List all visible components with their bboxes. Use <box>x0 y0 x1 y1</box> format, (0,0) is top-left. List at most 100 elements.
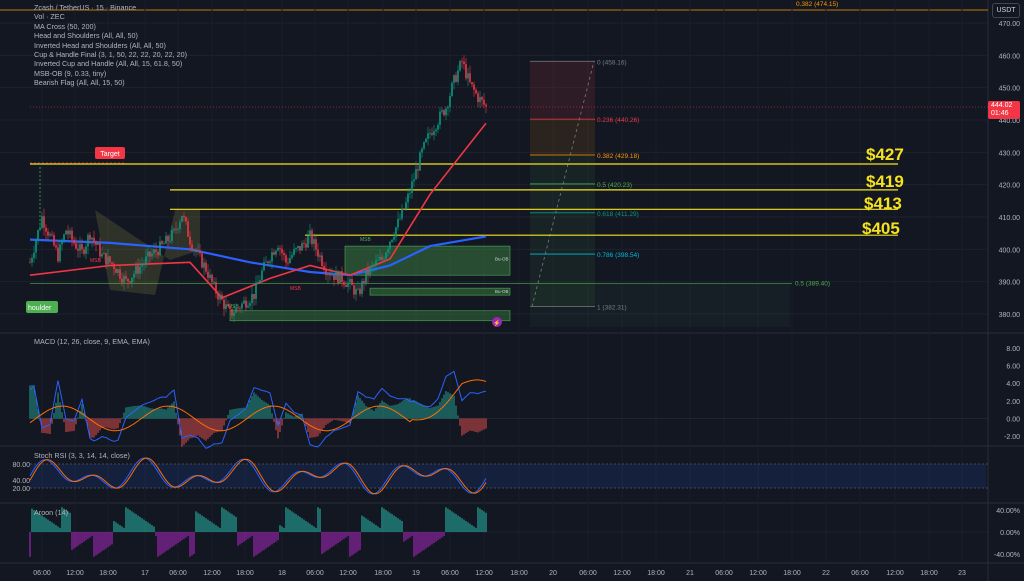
aroon-axis-tick: 0.00% <box>1000 530 1020 537</box>
aroon-bar <box>473 526 475 532</box>
aroon-bar <box>97 532 99 554</box>
macd-histogram-bar <box>33 385 35 419</box>
currency-button[interactable]: USDT <box>992 3 1020 18</box>
aroon-bar <box>147 522 149 532</box>
macd-histogram-bar <box>321 418 323 431</box>
candle-body <box>415 169 417 180</box>
candle-body <box>371 265 373 267</box>
macd-histogram-bar <box>451 394 453 419</box>
aroon-bar <box>471 525 473 532</box>
candle-body <box>113 264 115 269</box>
candle-body <box>205 262 207 272</box>
aroon-bar <box>41 515 43 532</box>
macd-histogram-bar <box>423 405 425 419</box>
aroon-bar <box>371 522 373 532</box>
candle-body <box>359 288 361 294</box>
macd-axis-tick: -2.00 <box>1004 434 1020 441</box>
macd-histogram-bar <box>403 399 405 419</box>
aroon-bar <box>431 532 433 545</box>
candle-body <box>469 73 471 83</box>
aroon-bar <box>299 516 301 532</box>
aroon-bar <box>115 522 117 532</box>
candle-body <box>97 243 99 245</box>
msb-label: MSB <box>90 258 102 264</box>
candle-body <box>271 252 273 262</box>
aroon-bar <box>149 523 151 532</box>
macd-histogram-bar <box>89 418 91 438</box>
candle-body <box>395 227 397 237</box>
aroon-bar <box>257 532 259 554</box>
macd-histogram-bar <box>463 418 465 435</box>
candle-body <box>185 217 187 222</box>
aroon-bar <box>453 512 455 532</box>
candle-body <box>173 228 175 231</box>
aroon-bar <box>225 510 227 532</box>
candle-body <box>251 294 253 304</box>
candle-body <box>339 271 341 284</box>
candle-body <box>193 249 195 251</box>
aroon-bar <box>29 532 31 557</box>
aroon-bar <box>203 516 205 532</box>
candle-body <box>137 265 139 274</box>
candle-body <box>307 236 309 248</box>
macd-histogram-bar <box>429 408 431 419</box>
aroon-bar <box>435 532 437 542</box>
aroon-bar <box>271 532 273 545</box>
aroon-bar <box>151 525 153 532</box>
candle-body <box>59 244 61 262</box>
time-axis-tick: 06:00 <box>169 570 187 577</box>
aroon-bar <box>183 532 185 539</box>
aroon-bar <box>133 512 135 532</box>
aroon-bar <box>89 532 91 538</box>
price-axis-tick: 430.00 <box>999 150 1021 157</box>
aroon-bar <box>191 532 193 556</box>
aroon-bar <box>269 532 271 546</box>
candle-body <box>279 247 281 249</box>
macd-histogram-bar <box>125 407 127 419</box>
time-axis-tick: 18:00 <box>920 570 938 577</box>
macd-histogram-bar <box>473 418 475 432</box>
time-axis-tick: 18:00 <box>99 570 117 577</box>
macd-histogram-bar <box>37 408 39 419</box>
aroon-bar <box>177 532 179 543</box>
macd-histogram-bar <box>469 418 471 431</box>
macd-histogram-bar <box>381 400 383 419</box>
macd-histogram-bar <box>59 402 61 419</box>
time-axis-tick: 06:00 <box>715 570 733 577</box>
candle-body <box>135 265 137 274</box>
macd-histogram-bar <box>263 401 265 419</box>
aroon-bar <box>311 525 313 532</box>
aroon-bar <box>321 532 323 554</box>
macd-histogram-bar <box>299 414 301 419</box>
macd-histogram-bar <box>61 412 63 419</box>
macd-histogram-bar <box>103 418 105 428</box>
aroon-bar <box>159 532 161 556</box>
aroon-bar <box>111 532 113 545</box>
aroon-bar <box>101 532 103 552</box>
candle-body <box>177 228 179 230</box>
macd-histogram-bar <box>211 418 213 435</box>
time-axis-tick: 12:00 <box>339 570 357 577</box>
macd-histogram-bar <box>237 408 239 419</box>
aroon-bar <box>339 532 341 542</box>
candle-body <box>373 264 375 266</box>
candle-body <box>363 281 365 284</box>
stoch-axis-tick: 40.00 <box>12 478 30 485</box>
macd-histogram-bar <box>371 409 373 419</box>
aroon-bar <box>105 532 107 549</box>
macd-histogram-bar <box>29 385 31 419</box>
macd-histogram-bar <box>55 402 57 419</box>
candle-body <box>55 245 57 248</box>
candle-body <box>207 271 209 278</box>
candle-body <box>69 230 71 235</box>
aroon-bar <box>459 516 461 532</box>
candles-group <box>29 55 487 323</box>
candle-body <box>213 282 215 283</box>
candle-body <box>49 234 51 236</box>
aroon-bar <box>195 511 197 532</box>
aroon-bar <box>397 518 399 532</box>
aroon-bar <box>447 508 449 532</box>
candle-body <box>289 257 291 264</box>
candle-body <box>33 252 35 259</box>
macd-histogram-bar <box>303 418 305 421</box>
